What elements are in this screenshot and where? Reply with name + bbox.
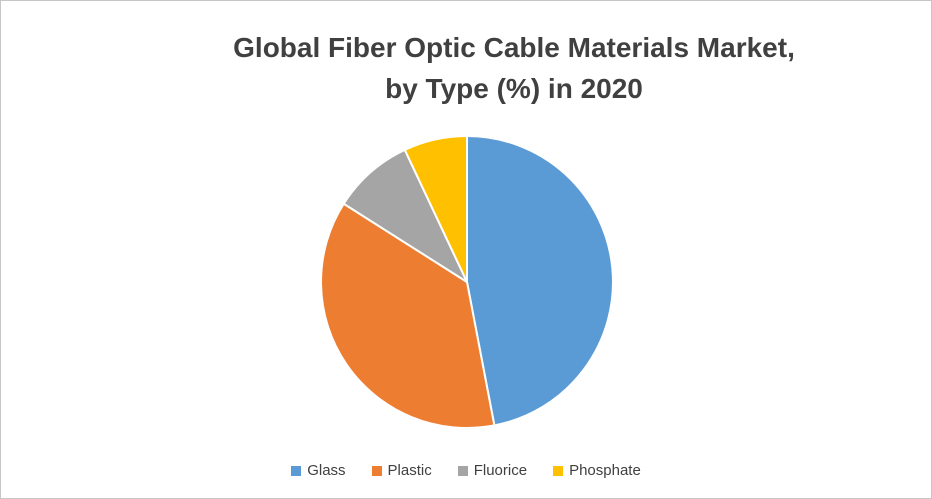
- legend-label-glass: Glass: [307, 462, 346, 479]
- legend-swatch-glass: [291, 465, 302, 476]
- pie-slices: [320, 135, 614, 429]
- pie-slice-plastic: [320, 202, 496, 429]
- pie-slice-fluorice: [342, 148, 468, 283]
- legend-swatch-fluorice: [457, 465, 468, 476]
- legend-label-phosphate: Phosphate: [569, 462, 641, 479]
- chart-title: Global Fiber Optic Cable Materials Marke…: [1, 27, 931, 109]
- legend-label-fluorice: Fluorice: [473, 462, 528, 479]
- legend-label-plastic: Plastic: [387, 462, 432, 479]
- chart-title-line-2: by Type (%) in 2020: [385, 73, 643, 104]
- legend-item-glass: Glass: [291, 462, 346, 479]
- pie-slice-phosphate: [403, 135, 468, 283]
- legend-item-phosphate: Phosphate: [553, 463, 641, 478]
- legend-item-plastic: Plastic: [371, 462, 432, 479]
- chart-title-line-1: Global Fiber Optic Cable Materials Marke…: [233, 32, 795, 63]
- pie-slice-glass: [466, 135, 614, 427]
- legend-swatch-phosphate: [553, 465, 564, 476]
- legend-item-fluorice: Fluorice: [457, 462, 528, 479]
- legend-swatch-plastic: [371, 465, 382, 476]
- legend: Glass Plastic Fluorice Phosphate: [1, 463, 931, 478]
